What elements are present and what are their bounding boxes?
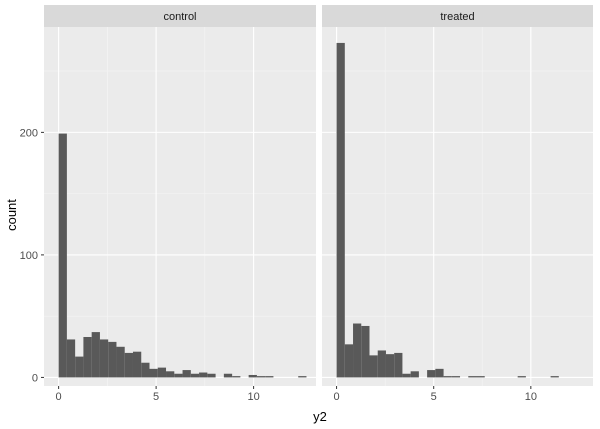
histogram-bar bbox=[174, 373, 183, 378]
facet-treated: treated 0 5 10 bbox=[322, 5, 593, 403]
histogram-bar bbox=[435, 368, 444, 378]
histogram-bar bbox=[108, 341, 117, 378]
y-axis-title: count bbox=[4, 199, 19, 231]
histogram-bar bbox=[75, 356, 84, 378]
histogram-bar bbox=[223, 373, 233, 378]
histogram-bar bbox=[377, 350, 386, 378]
x-tick-label: 5 bbox=[153, 391, 159, 403]
histogram-bar bbox=[132, 351, 142, 378]
histogram-bar bbox=[166, 371, 175, 378]
histogram-bar bbox=[149, 368, 158, 378]
y-tick-label: 200 bbox=[20, 127, 38, 139]
histogram-bar bbox=[116, 346, 125, 378]
histogram-bar bbox=[99, 339, 109, 378]
panel-background bbox=[44, 27, 316, 386]
histogram-bar bbox=[385, 354, 395, 378]
x-tick-label: 10 bbox=[525, 391, 537, 403]
histogram-bar bbox=[232, 376, 241, 378]
histogram-bar bbox=[141, 362, 150, 378]
x-tick-label: 0 bbox=[334, 391, 340, 403]
histogram-bar bbox=[248, 374, 257, 378]
histogram-bar bbox=[157, 367, 167, 378]
histogram-bar bbox=[199, 372, 208, 378]
histogram-bar bbox=[394, 352, 403, 378]
histogram-bar bbox=[369, 355, 378, 378]
histogram-bar bbox=[427, 370, 436, 378]
histogram-bar bbox=[207, 373, 216, 378]
histogram-bar bbox=[476, 376, 485, 378]
histogram-bar bbox=[517, 376, 526, 378]
x-tick-label: 0 bbox=[56, 391, 62, 403]
x-tick-label: 5 bbox=[431, 391, 437, 403]
histogram-bar bbox=[66, 339, 76, 378]
histogram-bar bbox=[361, 325, 370, 378]
histogram-bar bbox=[58, 133, 67, 378]
y-tick-label: 0 bbox=[32, 372, 38, 384]
histogram-bar bbox=[91, 332, 100, 378]
histogram-bar bbox=[336, 42, 345, 378]
histogram-bar bbox=[256, 376, 266, 378]
histogram-bar bbox=[443, 376, 452, 378]
histogram-bar bbox=[182, 370, 191, 378]
histogram-bar bbox=[410, 371, 419, 378]
histogram-bar bbox=[344, 344, 354, 378]
histogram-bar bbox=[190, 373, 200, 378]
histogram-bar bbox=[265, 376, 274, 378]
x-tick-label: 10 bbox=[247, 391, 259, 403]
facet-strip bbox=[44, 5, 316, 27]
histogram-bar bbox=[83, 336, 92, 378]
histogram-bar bbox=[550, 376, 559, 378]
histogram-bar bbox=[402, 373, 411, 378]
x-axis-title: y2 bbox=[313, 409, 327, 424]
histogram-bar bbox=[124, 352, 133, 378]
histogram-bar bbox=[298, 376, 307, 378]
histogram-bar bbox=[353, 323, 362, 378]
histogram-bar bbox=[451, 376, 461, 378]
histogram-bar bbox=[468, 376, 477, 378]
y-tick-label: 100 bbox=[20, 250, 38, 262]
facet-strip-label: control bbox=[163, 11, 196, 23]
facet-strip-label: treated bbox=[440, 11, 474, 23]
facet-strip bbox=[322, 5, 593, 27]
